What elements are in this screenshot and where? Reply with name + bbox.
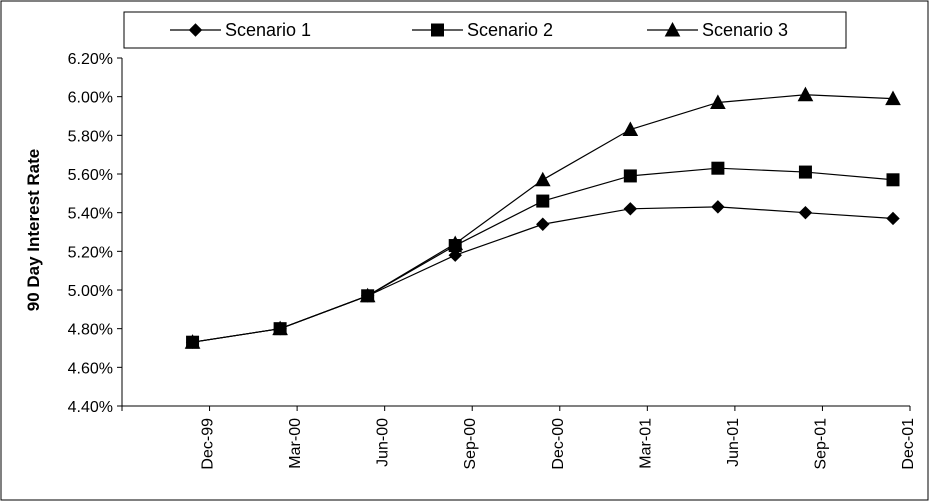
data-point-triangle — [534, 171, 551, 187]
y-tick-label: 5.80% — [68, 128, 113, 145]
x-tick-label: Dec-00 — [550, 418, 567, 470]
data-point-square — [536, 194, 550, 208]
legend-item: Scenario 2 — [412, 20, 553, 40]
y-tick-label: 4.40% — [68, 399, 113, 416]
x-axis: Dec-99 Mar-00 Jun-00 Sep-00 Dec-00 Mar-01 Jun-… — [121, 405, 917, 470]
data-point-diamond — [711, 200, 725, 214]
data-point-diamond — [536, 217, 550, 231]
x-tick-label: Mar-00 — [287, 418, 304, 469]
legend-item: Scenario 1 — [170, 20, 311, 40]
legend-marker-square — [431, 23, 444, 37]
legend-marker-diamond — [188, 23, 203, 37]
y-axis: 4.40% 4.60% 4.80% 5.00% 5.20% 5.40% 5.60% 5.80%… — [68, 51, 123, 416]
data-point-square — [886, 173, 900, 187]
y-tick-label: 6.20% — [68, 51, 113, 68]
y-axis-title: 90 Day Interest Rate — [24, 149, 43, 312]
data-point-diamond — [448, 248, 462, 262]
data-point-diamond — [623, 202, 638, 216]
y-tick-label: 5.40% — [68, 206, 113, 223]
x-tick-label: Dec-99 — [200, 418, 217, 470]
legend-label: Scenario 2 — [467, 20, 553, 40]
data-point-triangle — [710, 94, 726, 109]
y-tick-label: 6.00% — [68, 90, 113, 107]
legend-box — [123, 11, 847, 49]
x-tick-label: Dec-01 — [900, 418, 917, 470]
x-tick-label: Jun-00 — [375, 418, 392, 467]
y-tick-label: 5.60% — [68, 167, 113, 184]
data-point-square — [711, 161, 725, 175]
y-tick-label: 4.80% — [68, 322, 113, 339]
x-tick-label: Sep-01 — [812, 418, 829, 470]
x-tick-label: Mar-01 — [637, 418, 654, 469]
legend-item: Scenario 3 — [647, 20, 788, 40]
data-point-square — [623, 169, 637, 183]
data-point-diamond — [798, 205, 813, 220]
y-tick-label: 5.20% — [68, 244, 113, 261]
data-point-triangle — [359, 287, 376, 303]
data-point-triangle — [272, 320, 288, 336]
y-tick-label: 4.60% — [68, 360, 113, 377]
x-tick-label: Sep-00 — [462, 418, 479, 470]
legend-label: Scenario 1 — [225, 20, 311, 40]
data-point-square — [798, 165, 812, 179]
series-layer — [184, 86, 901, 349]
y-tick-label: 5.00% — [68, 283, 113, 300]
data-point-triangle — [447, 235, 464, 251]
data-point-triangle — [184, 334, 201, 349]
legend-label: Scenario 3 — [702, 20, 788, 40]
data-point-diamond — [886, 211, 900, 226]
legend-items: Scenario 1 Scenario 2 Scenario 3 — [170, 20, 788, 40]
legend-marker-triangle — [664, 21, 681, 37]
x-tick-label: Jun-01 — [725, 418, 742, 467]
legend: Scenario 1 Scenario 2 Scenario 3 — [123, 11, 847, 49]
data-point-triangle — [622, 121, 639, 137]
data-point-triangle — [885, 90, 901, 106]
data-point-triangle — [797, 86, 814, 102]
series-3 — [184, 86, 901, 349]
